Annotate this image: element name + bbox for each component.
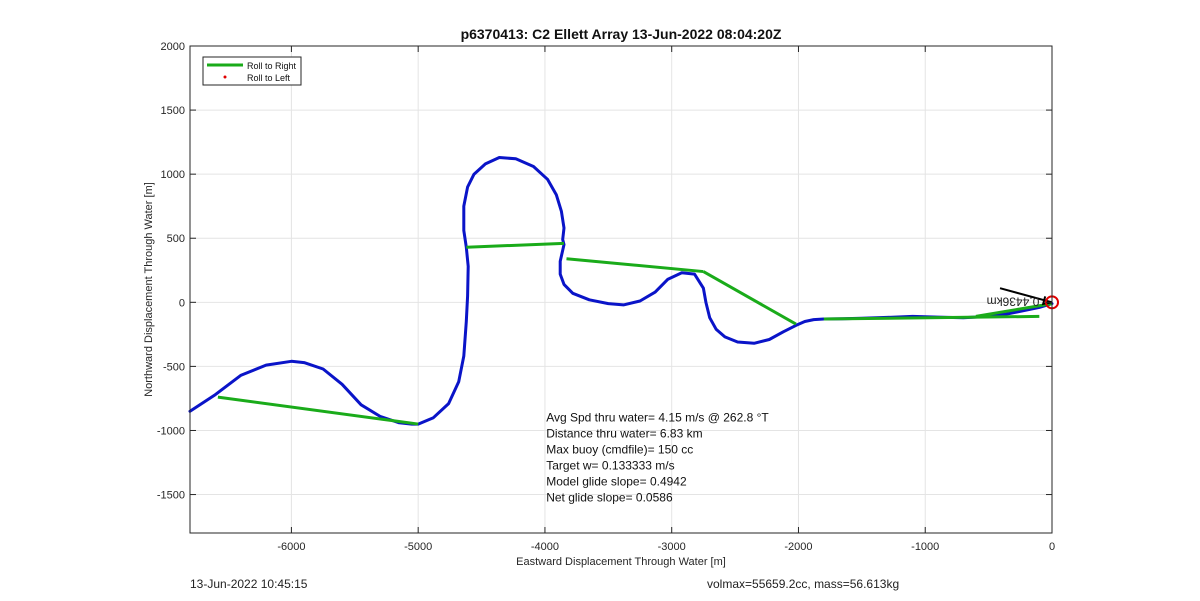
roll-right-segment [823,314,1040,321]
glider-track-line [188,156,1054,426]
legend-roll-right-label: Roll to Right [247,61,297,71]
x-tick-label: -4000 [531,541,559,553]
legend-roll-left-swatch [223,75,227,79]
footer-volume-mass: volmax=55659.2cc, mass=56.613kg [707,577,900,591]
y-tick-label: -500 [163,361,185,373]
stats-annotation: Distance thru water= 6.83 km [546,427,702,441]
y-tick-label: 0 [179,297,185,309]
roll-right-segment [466,241,565,249]
chart-title: p6370413: C2 Ellett Array 13-Jun-2022 08… [461,26,782,42]
legend-roll-left-label: Roll to Left [247,73,291,83]
y-tick-label: 2000 [161,41,185,53]
x-tick-label: -6000 [277,541,305,553]
stats-annotation: Max buoy (cmdfile)= 150 cc [546,443,693,457]
roll-right-segment [217,395,419,426]
x-tick-label: -2000 [784,541,812,553]
plot-frame [189,45,1053,534]
roll-right-segment [702,270,797,326]
y-tick-label: 1000 [161,169,185,181]
x-tick-label: -1000 [911,541,939,553]
stats-annotation: Avg Spd thru water= 4.15 m/s @ 262.8 °T [546,411,769,425]
roll-right-segment [566,257,704,274]
legend-box [202,56,302,86]
x-tick-label: 0 [1049,541,1055,553]
y-tick-label: -1500 [157,490,185,502]
x-tick-label: -3000 [658,541,686,553]
stats-annotation: Model glide slope= 0.4942 [546,475,687,489]
y-tick-label: 1500 [161,105,185,117]
x-tick-label: -5000 [404,541,432,553]
stats-annotation: Target w= 0.133333 m/s [546,459,674,473]
x-axis-label: Eastward Displacement Through Water [m] [516,556,726,568]
y-axis-label: Northward Displacement Through Water [m] [143,182,155,397]
y-tick-label: 500 [167,233,185,245]
roll-right-segment [975,302,1053,318]
stats-annotation: Net glide slope= 0.0586 [546,491,673,505]
footer-timestamp: 13-Jun-2022 10:45:15 [190,577,308,591]
distance-annotation: 0.4436km [987,294,1040,308]
y-tick-label: -1000 [157,425,185,437]
velocity-vector-head [1041,296,1053,306]
